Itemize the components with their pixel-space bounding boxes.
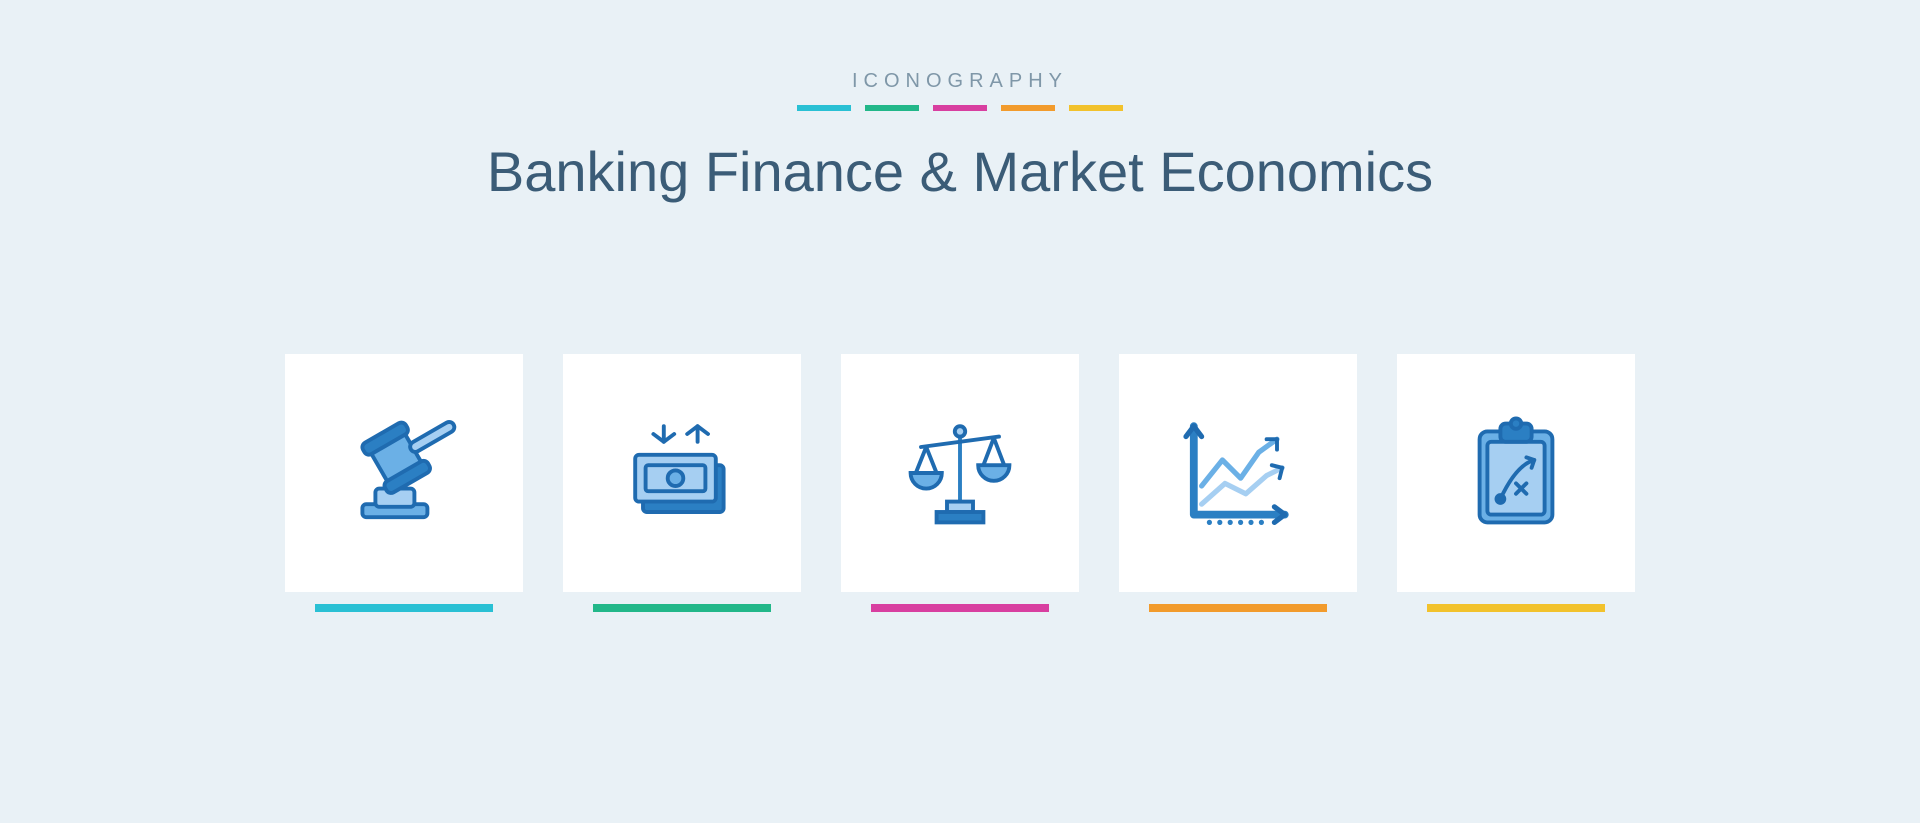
icon-card <box>1397 354 1635 592</box>
card-accent-bar <box>1427 604 1605 612</box>
header-accent-row <box>487 105 1433 111</box>
money-flow-icon <box>617 408 747 538</box>
header-accent-bar <box>797 105 851 111</box>
balance-scale-icon <box>895 408 1025 538</box>
small-title: ICONOGRAPHY <box>487 70 1433 93</box>
big-title: Banking Finance & Market Economics <box>487 139 1433 204</box>
card-accent-bar <box>871 604 1049 612</box>
card-accent-bar <box>593 604 771 612</box>
gavel-icon <box>339 408 469 538</box>
icon-card <box>841 354 1079 592</box>
header-accent-bar <box>865 105 919 111</box>
header-accent-bar <box>1069 105 1123 111</box>
header-accent-bar <box>1001 105 1055 111</box>
header-accent-bar <box>933 105 987 111</box>
card-accent-bar <box>315 604 493 612</box>
card-accent-bar <box>1149 604 1327 612</box>
icon-card-row <box>285 354 1635 592</box>
page-header: ICONOGRAPHY Banking Finance & Market Eco… <box>487 70 1433 204</box>
icon-card <box>285 354 523 592</box>
trend-chart-icon <box>1173 408 1303 538</box>
icon-card <box>563 354 801 592</box>
strategy-clipboard-icon <box>1451 408 1581 538</box>
icon-card <box>1119 354 1357 592</box>
